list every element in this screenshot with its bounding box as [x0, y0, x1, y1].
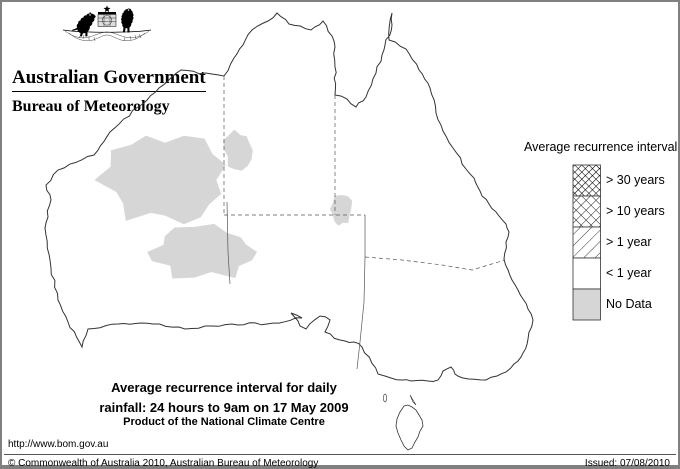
svg-text:Average recurrence interval: Average recurrence interval [524, 140, 677, 154]
svg-text:rainfall: 24 hours to 9am on 1: rainfall: 24 hours to 9am on 17 May 2009 [99, 400, 348, 415]
svg-text:Average recurrence interval fo: Average recurrence interval for daily [111, 380, 337, 395]
svg-text:< 1 year: < 1 year [606, 266, 652, 280]
svg-text:Product of the National Climat: Product of the National Climate Centre [123, 416, 325, 428]
svg-text:> 1 year: > 1 year [606, 235, 652, 249]
svg-text:> 10 years: > 10 years [606, 204, 665, 218]
svg-text:> 30 years: > 30 years [606, 173, 665, 187]
svg-text:No Data: No Data [606, 297, 652, 311]
